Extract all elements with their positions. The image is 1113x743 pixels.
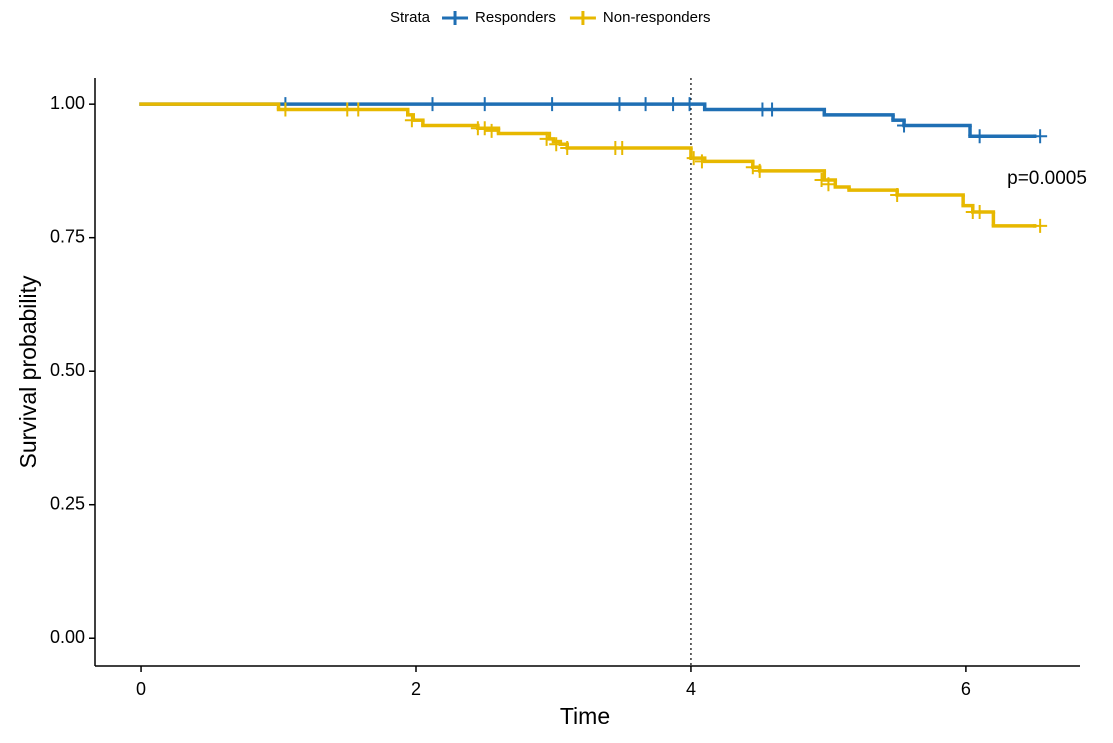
x-tick-label: 6 bbox=[961, 679, 971, 699]
censor-mark bbox=[549, 137, 564, 152]
x-tick-label: 4 bbox=[686, 679, 696, 699]
censor-mark bbox=[694, 154, 709, 169]
censor-mark bbox=[278, 102, 293, 117]
censor-mark bbox=[897, 118, 912, 133]
annotation: p=0.0005 bbox=[1007, 168, 1087, 189]
censor-mark bbox=[666, 97, 681, 112]
censor-mark bbox=[972, 205, 987, 220]
censor-mark bbox=[351, 102, 366, 117]
censor-mark bbox=[752, 163, 767, 178]
legend-key bbox=[442, 11, 469, 25]
censor-mark bbox=[1033, 218, 1048, 233]
censor-mark bbox=[615, 140, 630, 155]
legend-label: Non-responders bbox=[603, 9, 711, 26]
legend-label: Responders bbox=[475, 9, 556, 26]
legend-title: Strata bbox=[390, 9, 431, 26]
censor-mark bbox=[477, 121, 492, 136]
censor-mark bbox=[612, 97, 627, 112]
censor-mark bbox=[477, 97, 492, 112]
y-tick-label: 0.50 bbox=[50, 360, 85, 380]
censor-mark bbox=[972, 129, 987, 144]
x-tick-label: 0 bbox=[136, 679, 146, 699]
y-tick-label: 0.75 bbox=[50, 226, 85, 246]
y-axis-title: Survival probability bbox=[15, 275, 41, 469]
censor-mark bbox=[1033, 129, 1048, 144]
censor-mark bbox=[539, 131, 554, 146]
x-axis-title: Time bbox=[560, 703, 610, 729]
censor-mark bbox=[404, 113, 419, 128]
censor-mark bbox=[484, 123, 499, 138]
censor-mark bbox=[765, 102, 780, 117]
censor-mark bbox=[682, 97, 697, 112]
censor-mark bbox=[560, 140, 575, 155]
y-tick-label: 0.00 bbox=[50, 627, 85, 647]
censor-mark bbox=[425, 97, 440, 112]
legend-key bbox=[569, 11, 596, 25]
censor-mark bbox=[821, 177, 836, 192]
x-tick-label: 2 bbox=[411, 679, 421, 699]
censor-mark bbox=[686, 151, 701, 166]
y-tick-label: 1.00 bbox=[50, 93, 85, 113]
censor-mark bbox=[638, 97, 653, 112]
censor-mark bbox=[545, 97, 560, 112]
censor-mark bbox=[890, 187, 905, 202]
y-tick-label: 0.25 bbox=[50, 493, 85, 513]
